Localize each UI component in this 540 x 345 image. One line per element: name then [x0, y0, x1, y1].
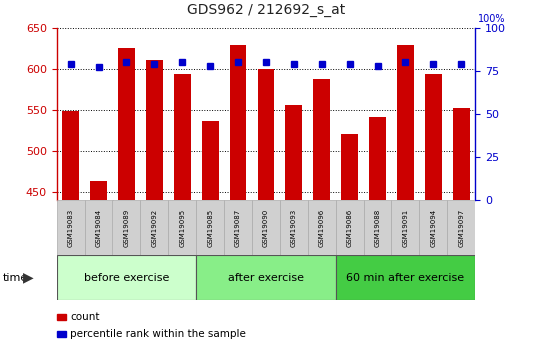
Bar [341, 135, 358, 200]
Bar [313, 79, 330, 200]
Bar [447, 200, 475, 255]
Text: GSM19094: GSM19094 [430, 209, 436, 247]
Bar [453, 108, 470, 200]
Bar [286, 105, 302, 200]
Bar [140, 200, 168, 255]
Text: GSM19090: GSM19090 [263, 209, 269, 247]
Text: before exercise: before exercise [84, 273, 169, 283]
Text: GDS962 / 212692_s_at: GDS962 / 212692_s_at [187, 3, 345, 17]
Text: after exercise: after exercise [228, 273, 304, 283]
Bar [397, 45, 414, 200]
Text: GSM19088: GSM19088 [375, 209, 381, 247]
Text: GSM19084: GSM19084 [96, 209, 102, 247]
Text: GSM19092: GSM19092 [151, 209, 157, 247]
Bar [118, 48, 135, 200]
Text: GSM19087: GSM19087 [235, 209, 241, 247]
Text: 100%: 100% [478, 14, 505, 24]
Text: 60 min after exercise: 60 min after exercise [346, 273, 464, 283]
Bar [258, 69, 274, 200]
Text: GSM19096: GSM19096 [319, 209, 325, 247]
Bar [392, 200, 420, 255]
Bar [146, 60, 163, 200]
Text: GSM19093: GSM19093 [291, 209, 297, 247]
Text: GSM19083: GSM19083 [68, 209, 73, 247]
Bar [336, 200, 363, 255]
Bar [174, 75, 191, 200]
Text: GSM19095: GSM19095 [179, 209, 185, 247]
Bar [280, 200, 308, 255]
Text: GSM19097: GSM19097 [458, 209, 464, 247]
Bar [308, 200, 336, 255]
Bar [112, 200, 140, 255]
Bar [336, 255, 475, 300]
Text: percentile rank within the sample: percentile rank within the sample [70, 329, 246, 339]
Text: GSM19085: GSM19085 [207, 209, 213, 247]
Bar [168, 200, 196, 255]
Text: GSM19091: GSM19091 [402, 209, 408, 247]
Bar [230, 45, 246, 200]
Bar [85, 200, 112, 255]
Bar [425, 75, 442, 200]
Bar [196, 255, 336, 300]
Text: count: count [70, 312, 100, 322]
Bar [252, 200, 280, 255]
Bar [202, 121, 219, 200]
Bar [196, 200, 224, 255]
Text: time: time [3, 273, 28, 283]
Text: GSM19089: GSM19089 [124, 209, 130, 247]
Bar [57, 255, 196, 300]
Bar [90, 181, 107, 200]
Bar [62, 111, 79, 200]
Bar [420, 200, 447, 255]
Bar [369, 117, 386, 200]
Text: GSM19086: GSM19086 [347, 209, 353, 247]
Bar [224, 200, 252, 255]
Bar [57, 200, 85, 255]
Text: ▶: ▶ [23, 271, 33, 285]
Bar [363, 200, 392, 255]
